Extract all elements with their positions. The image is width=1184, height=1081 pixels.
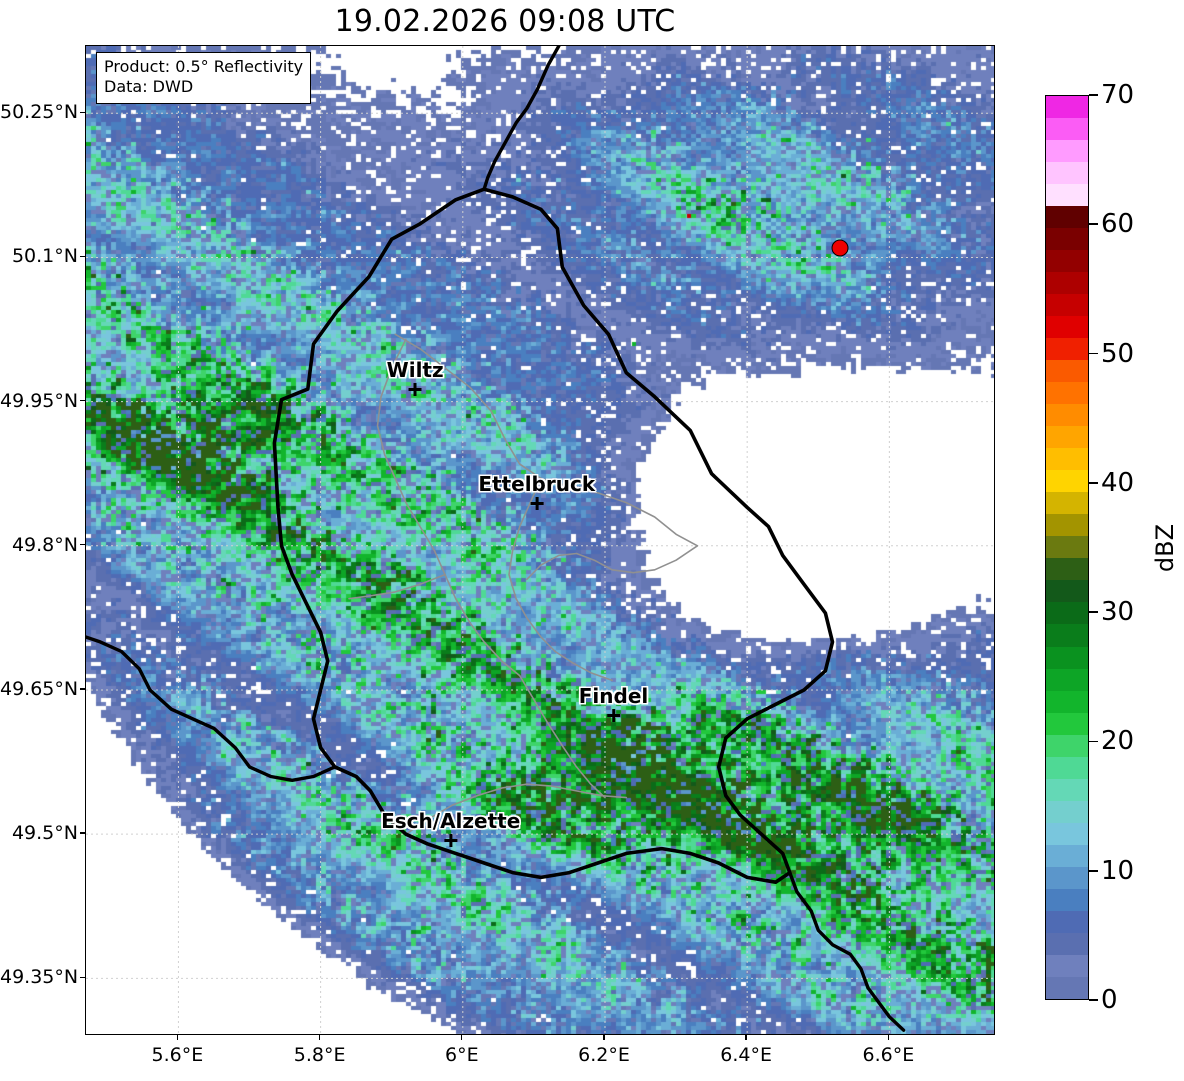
info-product-line: Product: 0.5° Reflectivity bbox=[104, 57, 304, 76]
colorbar-band-39 bbox=[1046, 117, 1088, 140]
y-tick-label-49.8°N: 49.8°N bbox=[11, 533, 78, 556]
colorbar-tick-label-0: 0 bbox=[1101, 985, 1118, 1015]
colorbar-tick-20 bbox=[1089, 740, 1098, 743]
y-tick-label-49.5°N: 49.5°N bbox=[11, 822, 78, 845]
colorbar-band-29 bbox=[1046, 338, 1088, 361]
x-tick-mark bbox=[318, 1035, 321, 1040]
x-tick-label-5.6°E: 5.6°E bbox=[151, 1044, 204, 1066]
colorbar-band-36 bbox=[1046, 183, 1088, 206]
x-tick-mark bbox=[461, 1035, 463, 1040]
colorbar-band-19 bbox=[1046, 558, 1088, 581]
colorbar-band-26 bbox=[1046, 404, 1088, 427]
x-tick-label-6.6°E: 6.6°E bbox=[862, 1044, 915, 1066]
colorbar-tick-label-70: 70 bbox=[1101, 80, 1135, 110]
colorbar-band-2 bbox=[1046, 932, 1088, 955]
colorbar-band-9 bbox=[1046, 778, 1088, 801]
x-tick-mark bbox=[603, 1035, 605, 1040]
colorbar-tick-label-50: 50 bbox=[1101, 338, 1135, 369]
colorbar-band-11 bbox=[1046, 734, 1088, 757]
colorbar-tick-0 bbox=[1089, 999, 1098, 1001]
colorbar-tick-label-10: 10 bbox=[1101, 855, 1135, 886]
colorbar-band-14 bbox=[1046, 668, 1088, 691]
radar-plot-area[interactable]: Wiltz Ettelbruck Findel Esch/Alzette bbox=[85, 45, 995, 1035]
y-tick-mark bbox=[80, 832, 85, 834]
colorbar-band-7 bbox=[1046, 822, 1088, 845]
colorbar-tick-label-40: 40 bbox=[1101, 467, 1135, 498]
y-tick-mark bbox=[80, 111, 85, 113]
colorbar-band-20 bbox=[1046, 536, 1088, 559]
colorbar-tick-40 bbox=[1089, 482, 1098, 484]
colorbar-band-25 bbox=[1046, 426, 1088, 449]
y-tick-label-49.65°N: 49.65°N bbox=[0, 677, 79, 700]
y-tick-mark bbox=[80, 688, 85, 690]
colorbar-color-bands bbox=[1046, 95, 1088, 999]
colorbar-tick-30 bbox=[1089, 611, 1098, 613]
colorbar-band-8 bbox=[1046, 800, 1088, 823]
colorbar-tick-70 bbox=[1089, 94, 1098, 96]
colorbar-band-10 bbox=[1046, 756, 1088, 779]
colorbar-band-33 bbox=[1046, 249, 1088, 272]
colorbar-band-23 bbox=[1046, 470, 1088, 493]
x-tick-label-5.8°E: 5.8°E bbox=[293, 1044, 346, 1066]
colorbar-band-5 bbox=[1046, 866, 1088, 889]
colorbar-band-16 bbox=[1046, 624, 1088, 647]
y-tick-mark bbox=[80, 399, 85, 402]
y-tick-label-49.35°N: 49.35°N bbox=[0, 966, 79, 989]
colorbar-tick-label-60: 60 bbox=[1101, 209, 1135, 240]
product-info-box: Product: 0.5° Reflectivity Data: DWD bbox=[96, 52, 312, 104]
colorbar-band-32 bbox=[1046, 271, 1088, 294]
colorbar-band-4 bbox=[1046, 888, 1088, 911]
x-tick-label-6.4°E: 6.4°E bbox=[720, 1044, 773, 1066]
y-tick-label-50.1°N: 50.1°N bbox=[11, 245, 78, 268]
reflectivity-colorbar[interactable] bbox=[1045, 95, 1089, 1000]
colorbar-axis-label: dBZ bbox=[1151, 523, 1180, 573]
colorbar-band-12 bbox=[1046, 712, 1088, 735]
colorbar-tick-60 bbox=[1089, 223, 1098, 226]
colorbar-band-6 bbox=[1046, 844, 1088, 867]
colorbar-band-3 bbox=[1046, 910, 1088, 933]
colorbar-band-18 bbox=[1046, 580, 1088, 603]
y-tick-label-49.95°N: 49.95°N bbox=[0, 389, 79, 412]
colorbar-band-31 bbox=[1046, 294, 1088, 317]
colorbar-band-34 bbox=[1046, 227, 1088, 250]
colorbar-band-35 bbox=[1046, 205, 1088, 228]
y-tick-mark bbox=[80, 976, 85, 979]
colorbar-band-22 bbox=[1046, 492, 1088, 515]
page-title: 19.02.2026 09:08 UTC bbox=[334, 4, 676, 39]
colorbar-band-21 bbox=[1046, 514, 1088, 537]
y-tick-mark bbox=[80, 255, 85, 258]
colorbar-band-40 bbox=[1046, 95, 1088, 118]
colorbar-band-13 bbox=[1046, 690, 1088, 713]
y-tick-label-50.25°N: 50.25°N bbox=[0, 101, 79, 124]
colorbar-band-27 bbox=[1046, 382, 1088, 405]
colorbar-band-1 bbox=[1046, 954, 1088, 977]
x-tick-mark bbox=[176, 1035, 179, 1040]
colorbar-tick-10 bbox=[1089, 869, 1098, 872]
colorbar-tick-label-30: 30 bbox=[1101, 597, 1135, 628]
colorbar-band-30 bbox=[1046, 316, 1088, 339]
info-data-line: Data: DWD bbox=[104, 77, 194, 97]
colorbar-band-24 bbox=[1046, 448, 1088, 471]
colorbar-band-37 bbox=[1046, 161, 1088, 184]
radar-reflectivity-layer bbox=[86, 46, 994, 1034]
colorbar-tick-label-20: 20 bbox=[1101, 726, 1135, 757]
colorbar-band-17 bbox=[1046, 602, 1088, 625]
colorbar-band-38 bbox=[1046, 139, 1088, 162]
colorbar-band-28 bbox=[1046, 360, 1088, 383]
x-tick-label-6°E: 6°E bbox=[445, 1044, 479, 1066]
colorbar-band-15 bbox=[1046, 646, 1088, 669]
colorbar-band-0 bbox=[1046, 976, 1088, 999]
y-tick-mark bbox=[80, 544, 85, 546]
colorbar-tick-50 bbox=[1089, 352, 1098, 355]
x-tick-mark bbox=[887, 1035, 890, 1040]
x-tick-mark bbox=[745, 1035, 747, 1040]
x-tick-label-6.2°E: 6.2°E bbox=[578, 1044, 630, 1066]
